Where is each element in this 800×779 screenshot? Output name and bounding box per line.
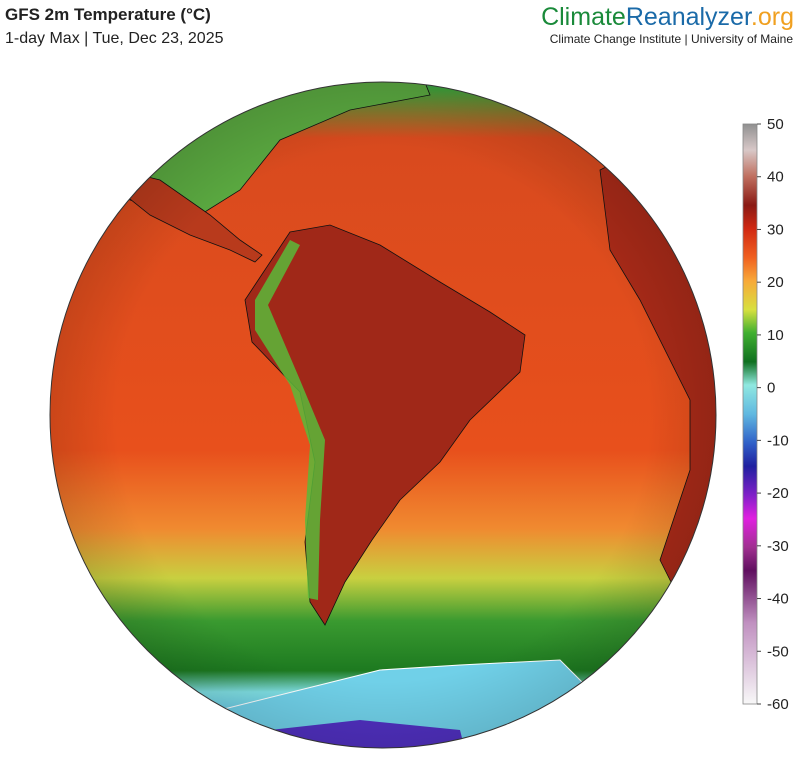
credit: Climate Change Institute | University of…: [550, 32, 794, 46]
colorbar-tick-label: -60: [767, 696, 789, 713]
colorbar-tick-label: 10: [767, 327, 784, 344]
colorbar-tick-label: 40: [767, 169, 784, 186]
subtitle: 1-day Max | Tue, Dec 23, 2025: [5, 30, 224, 47]
colorbar-ticks: 50 40 30 20 10 0 -10 -20 -30 -40 -50 -60: [757, 116, 789, 713]
colorbar-tick-label: -50: [767, 643, 789, 660]
colorbar: [742, 123, 758, 705]
colorbar-tick-label: 20: [767, 274, 784, 291]
brand-part: Reanalyzer: [626, 3, 752, 31]
colorbar-tick-label: -20: [767, 485, 789, 502]
brand: ClimateReanalyzer.org: [541, 3, 794, 31]
globe-outline: [49, 81, 717, 749]
brand-part: Climate: [541, 3, 626, 31]
globe: [50, 82, 716, 748]
colorbar-tick-label: 50: [767, 116, 784, 133]
colorbar-tick-label: 0: [767, 380, 775, 397]
colorbar-tick-label: 30: [767, 221, 784, 238]
colorbar-tick-label: -40: [767, 591, 789, 608]
colorbar-tick-label: -10: [767, 432, 789, 449]
brand-part: .org: [751, 3, 794, 31]
colorbar-tick-label: -30: [767, 538, 789, 555]
title: GFS 2m Temperature (°C): [5, 5, 211, 24]
limb-shade: [50, 82, 716, 748]
